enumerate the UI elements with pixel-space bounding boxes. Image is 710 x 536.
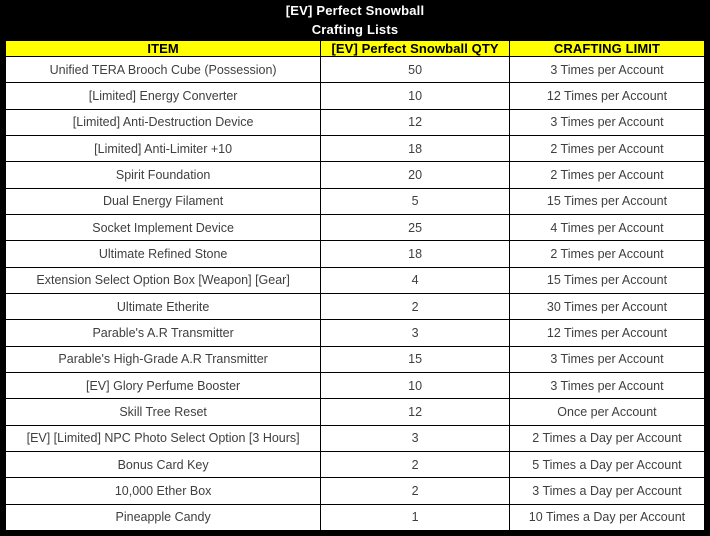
table-row: [Limited] Anti-Destruction Device 12 3 T…: [4, 108, 706, 136]
item-cell: Spirit Foundation: [4, 161, 322, 189]
item-cell: [Limited] Energy Converter: [4, 82, 322, 110]
item-cell: Socket Implement Device: [4, 213, 322, 242]
panel-title: [EV] Perfect Snowball Crafting Lists: [0, 0, 710, 40]
item-cell: Ultimate Etherite: [4, 292, 322, 321]
qty-cell: 50: [320, 55, 510, 84]
column-header-qty: [EV] Perfect Snowball QTY: [320, 40, 510, 57]
table-row: Parable's High-Grade A.R Transmitter 15 …: [4, 345, 706, 373]
item-cell: Parable's A.R Transmitter: [4, 319, 322, 347]
item-cell: [Limited] Anti-Limiter +10: [4, 134, 322, 163]
table-row: Socket Implement Device 25 4 Times per A…: [4, 213, 706, 242]
limit-cell: 30 Times per Account: [508, 292, 706, 321]
qty-cell: 10: [320, 82, 510, 110]
qty-cell: 18: [320, 134, 510, 163]
limit-cell: 3 Times a Day per Account: [508, 477, 706, 505]
item-cell: Extension Select Option Box [Weapon] [Ge…: [4, 266, 322, 294]
table-row: 10,000 Ether Box 2 3 Times a Day per Acc…: [4, 477, 706, 505]
table-row: Parable's A.R Transmitter 3 12 Times per…: [4, 319, 706, 347]
table-row: Skill Tree Reset 12 Once per Account: [4, 398, 706, 426]
limit-cell: 2 Times per Account: [508, 134, 706, 163]
title-line-1: [EV] Perfect Snowball: [285, 2, 425, 18]
table-row: Ultimate Refined Stone 18 2 Times per Ac…: [4, 240, 706, 268]
qty-cell: 15: [320, 345, 510, 373]
item-cell: Pineapple Candy: [4, 503, 322, 532]
title-line-2: Crafting Lists: [311, 22, 399, 37]
item-cell: Parable's High-Grade A.R Transmitter: [4, 345, 322, 373]
qty-cell: 5: [320, 187, 510, 215]
crafting-table: ITEM [EV] Perfect Snowball QTY CRAFTING …: [4, 40, 706, 532]
limit-cell: 15 Times per Account: [508, 187, 706, 215]
limit-cell: 3 Times per Account: [508, 345, 706, 373]
qty-cell: 2: [320, 450, 510, 479]
qty-cell: 10: [320, 371, 510, 400]
table-header-row: ITEM [EV] Perfect Snowball QTY CRAFTING …: [4, 40, 706, 57]
limit-cell: Once per Account: [508, 398, 706, 426]
table-row: [Limited] Anti-Limiter +10 18 2 Times pe…: [4, 134, 706, 163]
item-cell: Dual Energy Filament: [4, 187, 322, 215]
item-cell: Bonus Card Key: [4, 450, 322, 479]
qty-cell: 12: [320, 398, 510, 426]
column-header-item: ITEM: [4, 40, 322, 57]
qty-cell: 3: [320, 424, 510, 452]
item-cell: Ultimate Refined Stone: [4, 240, 322, 268]
qty-cell: 3: [320, 319, 510, 347]
table-row: Pineapple Candy 1 10 Times a Day per Acc…: [4, 503, 706, 532]
limit-cell: 3 Times per Account: [508, 371, 706, 400]
limit-cell: 3 Times per Account: [508, 108, 706, 136]
item-cell: [EV] [Limited] NPC Photo Select Option […: [4, 424, 322, 452]
qty-cell: 4: [320, 266, 510, 294]
table-body: Unified TERA Brooch Cube (Possession) 50…: [4, 55, 706, 532]
qty-cell: 25: [320, 213, 510, 242]
item-cell: 10,000 Ether Box: [4, 477, 322, 505]
limit-cell: 5 Times a Day per Account: [508, 450, 706, 479]
table-row: Unified TERA Brooch Cube (Possession) 50…: [4, 55, 706, 84]
limit-cell: 12 Times per Account: [508, 82, 706, 110]
limit-cell: 3 Times per Account: [508, 55, 706, 84]
limit-cell: 2 Times per Account: [508, 161, 706, 189]
item-cell: [Limited] Anti-Destruction Device: [4, 108, 322, 136]
qty-cell: 12: [320, 108, 510, 136]
qty-cell: 20: [320, 161, 510, 189]
limit-cell: 2 Times a Day per Account: [508, 424, 706, 452]
table-row: Dual Energy Filament 5 15 Times per Acco…: [4, 187, 706, 215]
qty-cell: 18: [320, 240, 510, 268]
limit-cell: 12 Times per Account: [508, 319, 706, 347]
limit-cell: 2 Times per Account: [508, 240, 706, 268]
item-cell: Unified TERA Brooch Cube (Possession): [4, 55, 322, 84]
limit-cell: 10 Times a Day per Account: [508, 503, 706, 532]
table-row: [EV] Glory Perfume Booster 10 3 Times pe…: [4, 371, 706, 400]
table-row: [Limited] Energy Converter 10 12 Times p…: [4, 82, 706, 110]
item-cell: Skill Tree Reset: [4, 398, 322, 426]
table-frame: ITEM [EV] Perfect Snowball QTY CRAFTING …: [0, 40, 710, 536]
table-row: Spirit Foundation 20 2 Times per Account: [4, 161, 706, 189]
qty-cell: 1: [320, 503, 510, 532]
table-row: [EV] [Limited] NPC Photo Select Option […: [4, 424, 706, 452]
qty-cell: 2: [320, 292, 510, 321]
item-cell: [EV] Glory Perfume Booster: [4, 371, 322, 400]
qty-cell: 2: [320, 477, 510, 505]
table-row: Bonus Card Key 2 5 Times a Day per Accou…: [4, 450, 706, 479]
table-row: Ultimate Etherite 2 30 Times per Account: [4, 292, 706, 321]
limit-cell: 15 Times per Account: [508, 266, 706, 294]
table-row: Extension Select Option Box [Weapon] [Ge…: [4, 266, 706, 294]
column-header-crafting-limit: CRAFTING LIMIT: [508, 40, 706, 57]
limit-cell: 4 Times per Account: [508, 213, 706, 242]
